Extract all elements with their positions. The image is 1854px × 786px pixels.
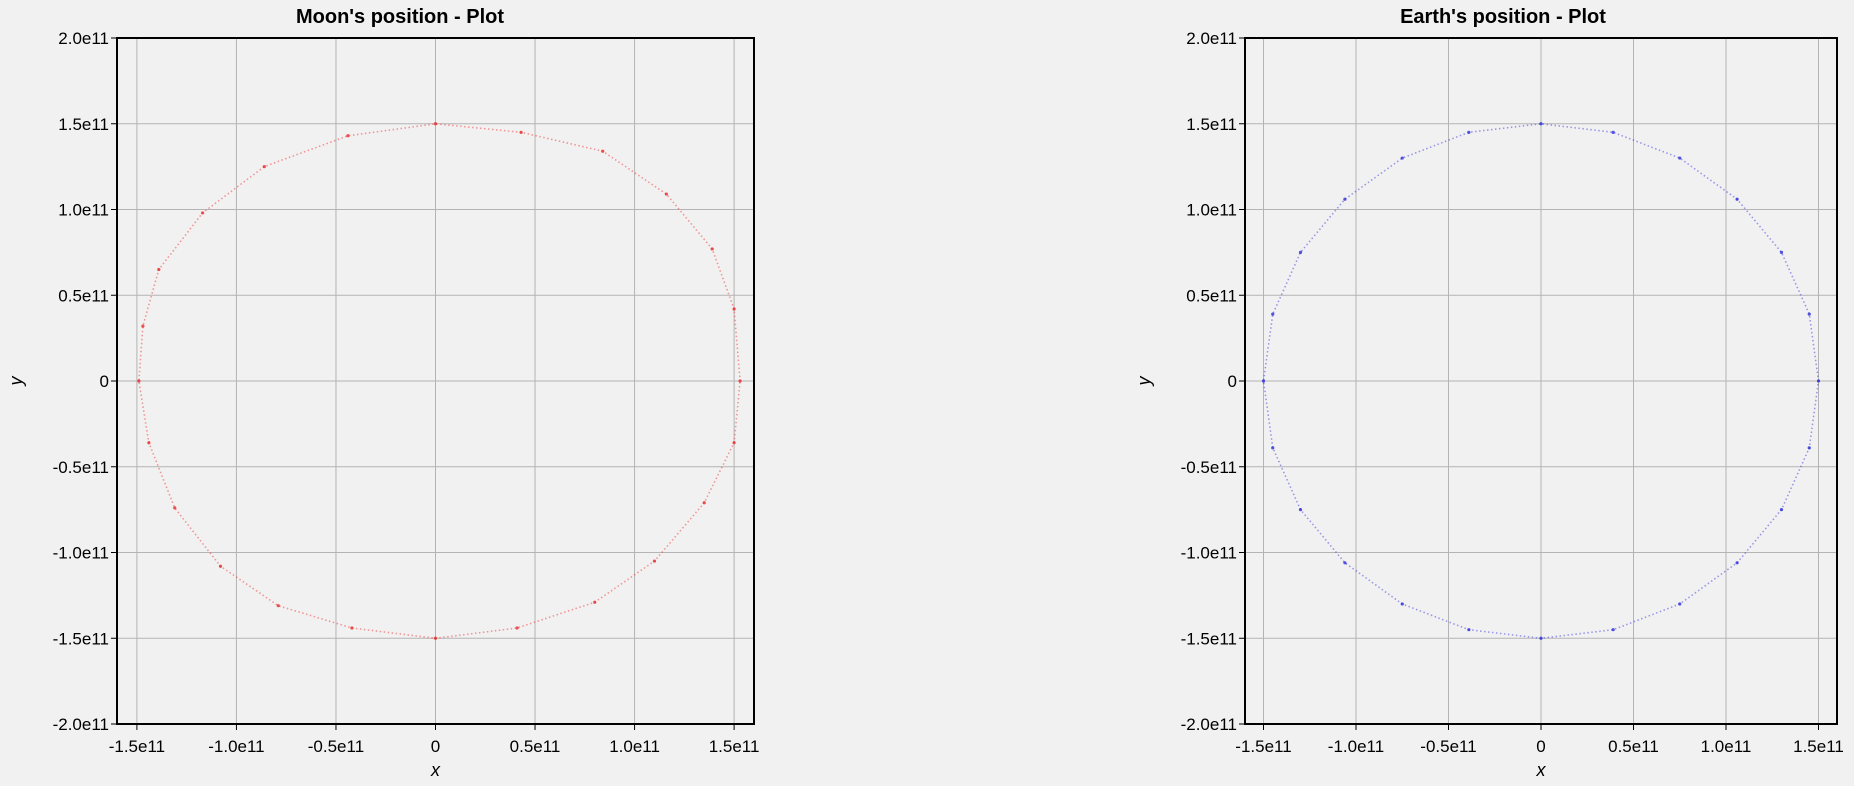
moon-data-point	[593, 600, 597, 604]
earth-data-point	[1678, 156, 1682, 160]
moon-x-tick-label: 0.5e11	[510, 737, 561, 756]
moon-data-point	[738, 379, 742, 383]
earth-y-tick-label: 0	[1228, 372, 1237, 391]
earth-x-tick-label: 0	[1536, 737, 1545, 756]
earth-data-point	[1735, 561, 1739, 565]
moon-data-point	[710, 247, 714, 251]
moon-data-point	[515, 626, 519, 630]
moon-y-tick-label: -1.5e11	[53, 629, 109, 648]
moon-y-tick-label: 2.0e11	[58, 29, 109, 48]
earth-data-point	[1271, 312, 1275, 316]
moon-y-tick-label: 0	[100, 372, 109, 391]
moon-data-point	[346, 134, 350, 138]
earth-data-point	[1807, 446, 1811, 450]
moon-y-tick-label: 0.5e11	[58, 286, 109, 305]
moon-y-tick-label: -0.5e11	[53, 458, 109, 477]
moon-data-point	[664, 192, 669, 196]
earth-data-point	[1539, 636, 1543, 640]
earth-data-point	[1298, 250, 1303, 254]
earth-data-point	[1271, 446, 1275, 450]
moon-data-point	[141, 324, 145, 328]
earth-data-point	[1261, 379, 1266, 383]
earth-data-point	[1343, 197, 1347, 201]
moon-data-point	[218, 564, 223, 568]
earth-data-point	[1807, 312, 1811, 316]
earth-y-tick-label: 0.5e11	[1186, 286, 1237, 305]
earth-y-tick-label: -1.0e11	[1181, 544, 1237, 563]
moon-data-point	[262, 165, 266, 169]
earth-data-point	[1467, 130, 1471, 134]
earth-data-point	[1678, 602, 1682, 606]
moon-data-point	[157, 267, 161, 272]
earth-data-point	[1779, 250, 1784, 254]
moon-data-point	[652, 559, 657, 563]
earth-data-point	[1467, 628, 1471, 632]
earth-data-point	[1735, 197, 1739, 201]
earth-x-tick-label: 1.5e11	[1793, 737, 1844, 756]
moon-chart-title: Moon's position - Plot	[296, 6, 504, 28]
moon-y-axis-label: y	[6, 376, 26, 388]
earth-y-tick-label: 1.0e11	[1186, 201, 1237, 220]
earth-x-tick-label: -1.0e11	[1328, 737, 1384, 756]
moon-data-point	[702, 501, 706, 505]
earth-data-point	[1611, 130, 1615, 134]
earth-data-point	[1816, 379, 1821, 383]
moon-data-point	[732, 307, 736, 311]
moon-data-point	[200, 211, 205, 215]
earth-y-axis-label: y	[1134, 376, 1154, 388]
earth-data-point	[1343, 561, 1347, 565]
earth-data-point	[1779, 508, 1784, 512]
earth-chart-title: Earth's position - Plot	[1400, 6, 1606, 28]
earth-x-tick-label: 0.5e11	[1608, 737, 1659, 756]
moon-data-point	[732, 441, 736, 445]
moon-y-tick-label: -2.0e11	[53, 715, 109, 734]
earth-y-tick-label: -2.0e11	[1181, 715, 1237, 734]
moon-data-point	[137, 379, 141, 383]
moon-data-point	[519, 130, 523, 134]
moon-data-point	[433, 122, 438, 126]
moon-y-tick-label: 1.5e11	[58, 115, 109, 134]
earth-chart: -1.5e11 -1.0e11 -0.5e11 0 0.5e11 1.0e11 1.5e11…	[1134, 6, 1844, 780]
moon-data-point	[350, 626, 354, 630]
moon-data-point	[276, 604, 280, 608]
moon-x-tick-label: -1.5e11	[109, 737, 165, 756]
earth-data-point	[1539, 122, 1543, 126]
moon-data-point	[173, 506, 177, 510]
earth-x-axis-label: x	[1536, 760, 1547, 780]
earth-y-tick-label: 1.5e11	[1186, 115, 1237, 134]
moon-x-tick-label: -0.5e11	[308, 737, 364, 756]
earth-x-tick-label: 1.0e11	[1701, 737, 1752, 756]
moon-x-tick-label: 0	[431, 737, 440, 756]
moon-x-tick-label: 1.0e11	[609, 737, 660, 756]
moon-x-axis-label: x	[430, 760, 441, 780]
earth-y-tick-label: -0.5e11	[1181, 458, 1237, 477]
earth-data-point	[1400, 156, 1404, 160]
earth-y-tick-label: 2.0e11	[1186, 29, 1237, 48]
moon-x-tick-label: 1.5e11	[709, 737, 760, 756]
earth-data-point	[1400, 602, 1404, 606]
earth-y-tick-label: -1.5e11	[1181, 629, 1237, 648]
moon-data-point	[433, 636, 438, 640]
moon-data-point	[601, 149, 605, 153]
moon-data-point	[147, 441, 151, 445]
moon-y-tick-label: -1.0e11	[53, 544, 109, 563]
moon-y-tick-label: 1.0e11	[58, 201, 109, 220]
moon-x-tick-label: -1.0e11	[208, 737, 264, 756]
moon-chart: -1.5e11 -1.0e11 -0.5e11 0 0.5e11 1.0e11 1.5e11…	[6, 6, 759, 780]
earth-data-point	[1298, 508, 1303, 512]
earth-x-tick-label: -0.5e11	[1420, 737, 1476, 756]
earth-x-tick-label: -1.5e11	[1235, 737, 1291, 756]
earth-data-point	[1611, 628, 1615, 632]
